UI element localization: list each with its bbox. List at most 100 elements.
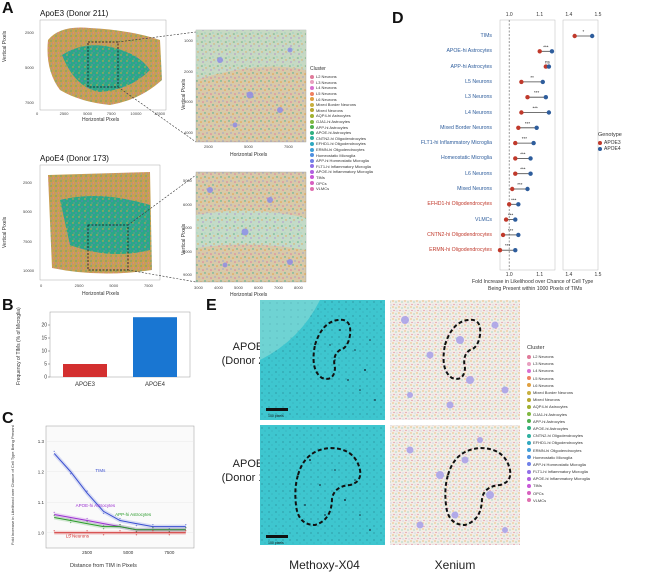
e-legend-item: L4 Neurons xyxy=(527,367,627,374)
legend-dot-icon xyxy=(310,186,314,191)
legend-a-items: L2 Neurons L3 Neurons L4 Neurons L5 Neurons… xyxy=(310,74,390,191)
b-ylabel: Frequency of TIMs (% of Microglia) xyxy=(16,307,22,385)
a-top-right-xlabel: Horizontal Pixels xyxy=(230,152,268,158)
legend-dot-icon xyxy=(310,119,314,124)
bar-plot-frame xyxy=(49,311,191,378)
legend-label: VLMCs xyxy=(533,497,547,503)
panel-a-top-title: ApoE3 (Donor 211) xyxy=(40,9,109,18)
a-bottom-right-xtick: 3000 xyxy=(194,285,203,290)
a-bottom-right-ytick: 6000 xyxy=(183,201,192,207)
a-bottom-right-ytick: 7000 xyxy=(183,225,192,230)
e-legend-item: L2 Neurons xyxy=(527,353,627,360)
line-annotation: L5 Neurons xyxy=(66,533,90,538)
e-legend-item: L3 Neurons xyxy=(527,360,627,367)
line-plot-frame xyxy=(45,425,195,549)
dot-apoe4 xyxy=(516,232,521,238)
a-top-left-xtick: 2500 xyxy=(59,111,69,116)
line-point xyxy=(135,531,138,533)
legend-label: Homeostatic Microglia xyxy=(533,454,573,460)
legend-dot-icon xyxy=(310,85,314,90)
e-legend-item: GJA1-hi Astrocytes xyxy=(527,411,627,418)
legend-label: L3 Neurons xyxy=(316,79,337,85)
dot-significance: *** xyxy=(533,106,539,111)
legend-label: AQP4-hi Astrocytes xyxy=(533,404,568,410)
a-bottom-left-ylabel: Vertical Pixels xyxy=(2,216,8,248)
legend-dot-icon xyxy=(310,153,314,158)
a-legend-item: L4 Neurons xyxy=(310,85,390,91)
dot-significance: *** xyxy=(522,136,528,141)
a-legend-item: APP-hi Homeostatic Microglia xyxy=(310,158,390,164)
e-legend-item: Homeostatic Microglia xyxy=(527,454,627,461)
line-point xyxy=(53,514,55,517)
a-legend-item: L6 Neurons xyxy=(310,96,390,102)
line-annotation: TIMs xyxy=(95,468,106,473)
dot-x-tick-top: 1.5 xyxy=(595,12,602,18)
dot-apoe4 xyxy=(513,248,518,253)
legend-dot-icon xyxy=(527,404,531,409)
e-legend-item: FLT1-hi Inflammatory Microglia xyxy=(527,468,627,475)
a-bottom-left-xtick: 2500 xyxy=(74,283,84,288)
panel-e-images: 100 pixels 100 pixels xyxy=(260,300,520,545)
line-point xyxy=(53,511,55,514)
legend-label: APP-hi Astrocytes xyxy=(316,124,349,130)
line-point xyxy=(135,534,138,536)
dot-significance: *** xyxy=(534,90,540,95)
dot-category-label: EFHD1-hi Oligodendrocytes xyxy=(427,201,492,208)
line-point xyxy=(69,473,72,475)
legend-dot-icon xyxy=(310,108,314,113)
legend-label: FLT1-hi Inflammatory Microglia xyxy=(316,163,371,169)
bar-chart: 0 5 10 15 20 APOE3 APOE4 xyxy=(41,311,191,388)
legend-label: CNTN2-hi Oligodendrocytes xyxy=(316,135,367,141)
d-xlabel-line1: Fold Increase in Likelihood over Chance … xyxy=(472,279,594,285)
a-top-left-xtick: 0 xyxy=(36,111,39,116)
legend-label: L6 Neurons xyxy=(316,96,337,102)
bar-y-tick-label: 10 xyxy=(41,349,47,355)
a-bottom-left-xtick: 7500 xyxy=(144,283,153,288)
dot-x-tick-bottom: 1.1 xyxy=(536,272,543,278)
e-scale-text-top: 100 pixels xyxy=(268,414,284,418)
legend-label: APP-hi Homeostatic Microglia xyxy=(316,158,369,164)
dot-apoe4 xyxy=(528,171,533,176)
dot-category-label: APP-hi Astrocytes xyxy=(450,63,492,70)
dot-significance: ** xyxy=(530,75,534,80)
dot-apoe3 xyxy=(537,49,542,54)
legend-dot-icon xyxy=(527,426,531,431)
dot-significance: *** xyxy=(520,151,526,156)
a-legend-item: Homeostatic Microglia xyxy=(310,152,390,158)
legend-e-items: L2 Neurons L3 Neurons L4 Neurons L5 Neurons… xyxy=(527,353,627,504)
dot-category-label: L4 Neurons xyxy=(465,109,492,116)
legend-label: L3 Neurons xyxy=(533,361,554,367)
line-point xyxy=(86,530,88,532)
a-legend-item: GJA1-hi Astrocytes xyxy=(310,119,390,125)
legend-dot-icon xyxy=(527,390,531,395)
a-top-left-ytick: 7500 xyxy=(25,100,34,105)
dot-apoe3 xyxy=(572,33,577,39)
dot-apoe4 xyxy=(513,217,518,222)
legend-label: EFHD1-hi Oligodendrocytes xyxy=(316,141,366,147)
a-bottom-left-xtick: 0 xyxy=(40,283,43,288)
panel-a-bottom-title: ApoE4 (Donor 173) xyxy=(40,154,109,163)
line-x-tick-label: 7500 xyxy=(164,550,175,555)
a-bottom-left-ytick: 7500 xyxy=(23,238,32,244)
a-top-right-ytick: 3000 xyxy=(184,99,193,105)
a-top-right-xtick: 5000 xyxy=(244,144,253,149)
dot-significance: *** xyxy=(543,44,549,49)
line-point xyxy=(152,527,154,529)
e-legend-item: OPCs xyxy=(527,490,627,497)
bar-y-tick-label: 20 xyxy=(41,323,47,329)
panel-e-legend: Cluster L2 Neurons L3 Neurons L4 Neurons L5… xyxy=(527,345,627,504)
line-point xyxy=(86,490,88,492)
dot-category-label: APOE-hi Astrocytes xyxy=(446,48,492,55)
a-legend-item: VLMCs xyxy=(310,186,390,192)
d-legend-apoe4-dot xyxy=(598,147,602,151)
dot-significance: *** xyxy=(517,182,523,187)
legend-dot-icon xyxy=(310,102,314,107)
panel-a-letter: A xyxy=(2,0,14,17)
legend-label: ERMN-hi Oligodendrocytes xyxy=(533,447,582,453)
legend-dot-icon xyxy=(527,455,531,460)
a-legend-item: Mixed Neurons xyxy=(310,108,390,114)
e-scale-text-bottom: 100 pixels xyxy=(268,541,284,545)
legend-dot-icon xyxy=(310,141,314,146)
legend-label: AQP4-hi Astrocytes xyxy=(316,113,351,119)
dot-x-tick-top: 1.1 xyxy=(536,12,543,18)
